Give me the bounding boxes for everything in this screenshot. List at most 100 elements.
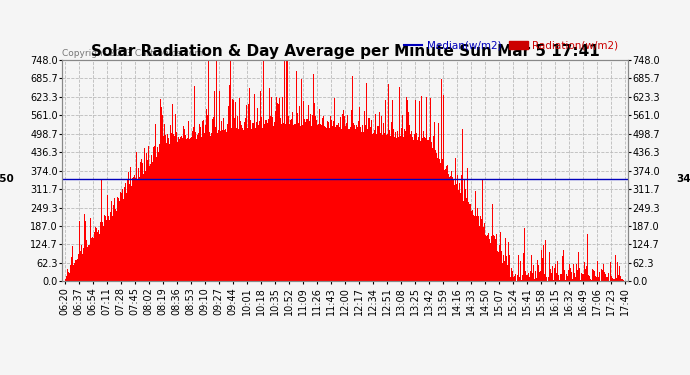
Bar: [503, 255, 504, 281]
Bar: [177, 142, 178, 281]
Bar: [601, 268, 602, 281]
Bar: [452, 177, 453, 281]
Bar: [479, 225, 480, 281]
Bar: [200, 127, 201, 281]
Bar: [447, 165, 448, 281]
Bar: [65, 279, 66, 281]
Bar: [430, 140, 431, 281]
Bar: [406, 97, 407, 281]
Bar: [217, 130, 219, 281]
Bar: [254, 94, 255, 281]
Bar: [192, 131, 193, 281]
Bar: [259, 122, 260, 281]
Bar: [487, 235, 488, 281]
Bar: [84, 214, 85, 281]
Bar: [238, 129, 239, 281]
Bar: [478, 216, 479, 281]
Bar: [185, 136, 186, 281]
Bar: [417, 140, 418, 281]
Bar: [105, 203, 106, 281]
Bar: [370, 127, 371, 281]
Bar: [619, 266, 620, 281]
Bar: [381, 116, 382, 281]
Bar: [101, 179, 102, 281]
Bar: [141, 163, 143, 281]
Bar: [468, 168, 469, 281]
Bar: [443, 95, 444, 281]
Bar: [433, 144, 435, 281]
Bar: [98, 230, 99, 281]
Bar: [338, 123, 339, 281]
Bar: [310, 126, 312, 281]
Bar: [574, 273, 575, 281]
Bar: [158, 152, 159, 281]
Bar: [364, 111, 365, 281]
Bar: [398, 137, 399, 281]
Bar: [342, 114, 343, 281]
Bar: [384, 133, 385, 281]
Bar: [444, 170, 445, 281]
Bar: [584, 268, 585, 281]
Bar: [567, 276, 568, 281]
Bar: [318, 124, 319, 281]
Bar: [489, 239, 490, 281]
Bar: [458, 190, 460, 281]
Text: 346.450: 346.450: [0, 174, 14, 184]
Bar: [607, 277, 608, 281]
Bar: [573, 264, 574, 281]
Bar: [557, 276, 558, 281]
Bar: [578, 252, 579, 281]
Text: 346.450: 346.450: [676, 174, 690, 184]
Bar: [226, 112, 228, 281]
Bar: [295, 124, 296, 281]
Bar: [70, 265, 71, 281]
Bar: [446, 165, 447, 281]
Bar: [274, 128, 275, 281]
Bar: [331, 120, 332, 281]
Bar: [491, 236, 492, 281]
Bar: [89, 245, 90, 281]
Bar: [554, 268, 555, 281]
Bar: [255, 122, 257, 281]
Bar: [297, 122, 298, 281]
Bar: [508, 242, 509, 281]
Bar: [352, 76, 353, 281]
Bar: [464, 179, 465, 281]
Bar: [306, 126, 308, 281]
Bar: [535, 270, 536, 281]
Bar: [67, 276, 68, 281]
Bar: [309, 120, 310, 281]
Bar: [169, 144, 170, 281]
Bar: [154, 146, 155, 281]
Bar: [291, 119, 292, 281]
Bar: [492, 204, 493, 281]
Bar: [499, 245, 500, 281]
Bar: [317, 126, 318, 281]
Bar: [290, 120, 291, 281]
Bar: [408, 112, 409, 281]
Bar: [325, 128, 326, 281]
Bar: [236, 128, 237, 281]
Bar: [616, 279, 617, 281]
Bar: [571, 272, 572, 281]
Bar: [615, 255, 616, 281]
Text: Copyright 2023 Cartronics.com: Copyright 2023 Cartronics.com: [62, 49, 204, 58]
Bar: [558, 275, 559, 281]
Bar: [326, 128, 327, 281]
Bar: [143, 152, 144, 281]
Bar: [431, 142, 432, 281]
Bar: [579, 268, 580, 281]
Bar: [83, 249, 84, 281]
Bar: [399, 87, 400, 281]
Bar: [405, 131, 406, 281]
Bar: [289, 124, 290, 281]
Bar: [242, 128, 243, 281]
Bar: [591, 280, 592, 281]
Bar: [88, 245, 89, 281]
Bar: [390, 136, 391, 281]
Bar: [524, 228, 525, 281]
Bar: [304, 119, 305, 281]
Bar: [115, 209, 116, 281]
Bar: [500, 232, 502, 281]
Bar: [124, 187, 125, 281]
